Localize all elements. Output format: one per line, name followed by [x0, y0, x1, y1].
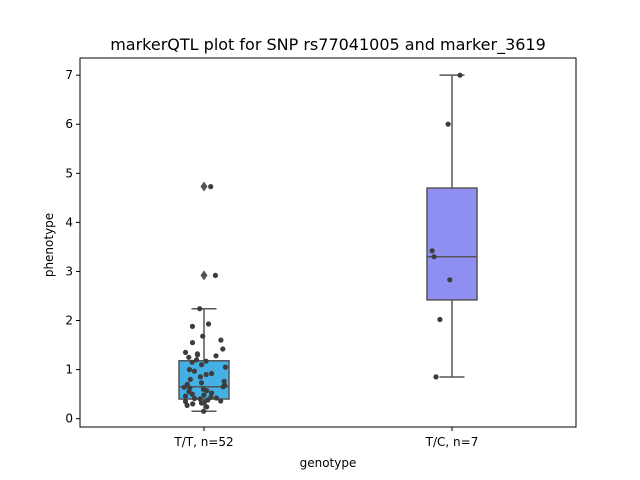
data-point [187, 376, 193, 382]
data-point [208, 394, 214, 400]
outlier-marker [200, 270, 208, 281]
data-point [204, 404, 210, 410]
data-point [190, 401, 196, 407]
data-point [445, 121, 451, 127]
data-point [212, 272, 218, 278]
data-point [200, 386, 206, 392]
data-point [447, 277, 453, 283]
data-point [208, 184, 214, 190]
data-point [213, 395, 219, 401]
data-point [182, 349, 189, 355]
data-point [429, 248, 435, 254]
data-point [213, 353, 219, 359]
data-point [205, 321, 212, 327]
data-point [437, 316, 443, 323]
data-point [197, 306, 203, 312]
data-point [203, 358, 209, 364]
data-point [182, 398, 189, 405]
y-tick-label: 0 [65, 412, 73, 426]
data-point [189, 323, 195, 329]
y-tick-label: 7 [65, 68, 73, 82]
data-point [433, 374, 439, 380]
y-tick-label: 6 [65, 117, 73, 131]
data-point [186, 367, 193, 373]
x-tick-label: T/T, n=52 [173, 435, 233, 449]
data-point [198, 380, 205, 386]
data-point [201, 392, 207, 398]
data-point [191, 395, 198, 402]
data-point [221, 378, 227, 384]
data-point [189, 340, 196, 346]
data-point [184, 381, 190, 387]
y-tick-label: 4 [65, 215, 73, 229]
data-point [222, 364, 228, 370]
x-axis-label: genotype [300, 456, 357, 470]
data-point [431, 254, 437, 260]
data-point [187, 385, 193, 391]
data-point [203, 371, 209, 378]
box-iqr [426, 187, 478, 301]
plot-frame [79, 57, 577, 428]
x-tick-label: T/C, n=7 [425, 435, 479, 449]
y-tick-label: 2 [65, 314, 73, 328]
data-point [186, 354, 192, 360]
outlier-marker [200, 181, 208, 192]
data-point [191, 368, 197, 374]
data-point [197, 396, 203, 402]
data-point [209, 390, 215, 396]
data-point [184, 402, 190, 408]
data-point [222, 382, 228, 388]
data-point [189, 359, 195, 365]
plot-area: 0 1 2 3 4 5 6 7 T/T, n=52 T/C, n=7 [65, 57, 577, 449]
data-point [209, 370, 215, 377]
data-point [193, 357, 200, 363]
data-point [182, 393, 188, 399]
data-point [457, 72, 463, 78]
y-tick-label: 1 [65, 363, 73, 377]
y-axis-label: phenotype [42, 213, 56, 277]
data-point [218, 337, 224, 343]
data-point [200, 333, 206, 339]
data-point [197, 374, 203, 380]
data-point [220, 346, 226, 352]
data-point [201, 408, 207, 414]
data-point [218, 398, 224, 404]
data-point [199, 362, 205, 368]
y-tick-label: 5 [65, 166, 73, 180]
data-point [194, 351, 200, 357]
chart-title: markerQTL plot for SNP rs77041005 and ma… [110, 35, 546, 55]
y-tick-label: 3 [65, 264, 73, 278]
